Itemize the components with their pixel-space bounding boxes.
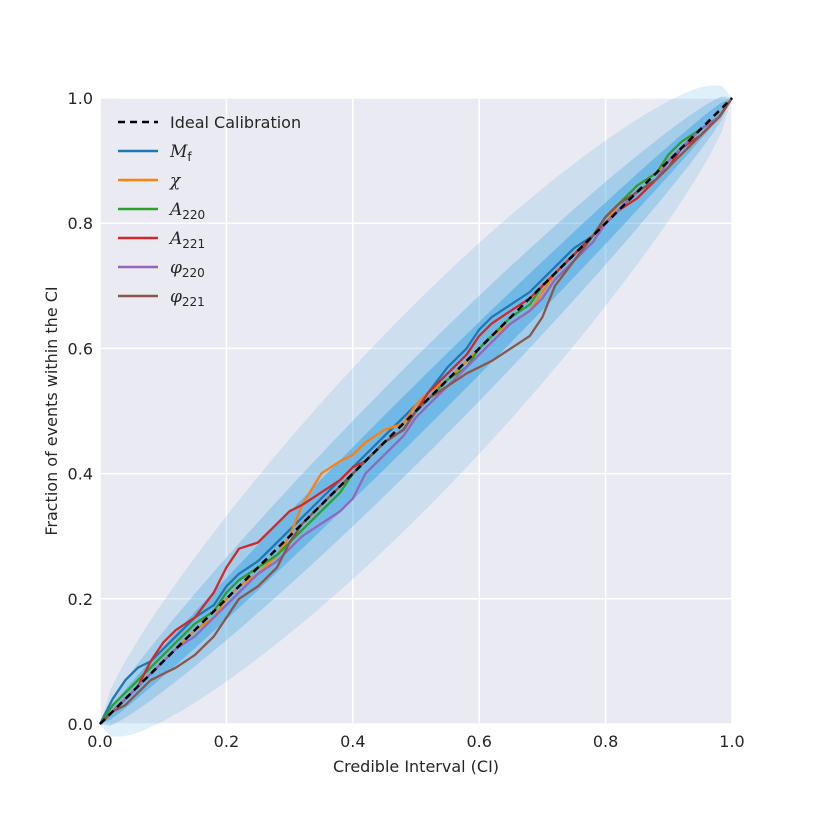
x-tick-label-2: 0.4 [340,732,365,751]
x-tick-label-4: 0.8 [593,732,618,751]
grid [99,97,733,725]
legend-label-1: χ [169,171,182,191]
legend-label-4: φ220 [170,258,205,280]
y-tick-label-1: 0.2 [68,590,93,609]
legend-label-ideal: Ideal Calibration [170,113,301,132]
legend-label-3: A221 [168,229,205,251]
y-axis-label: Fraction of events within the CI [42,286,61,535]
y-tick-label-0: 0.0 [68,715,93,734]
y-tick-label-3: 0.6 [68,339,93,358]
legend-label-0: Mf [169,142,192,164]
y-tick-label-2: 0.4 [68,465,93,484]
y-tick-label-4: 0.8 [68,214,93,233]
x-axis-label: Credible Interval (CI) [333,757,499,776]
x-tick-label-5: 1.0 [719,732,744,751]
legend: Ideal Calibration Mf χ A220 A221 φ220 φ221 [118,113,301,309]
x-tick-label-0: 0.0 [87,732,112,751]
x-tick-label-3: 0.6 [466,732,491,751]
ideal-calibration-line [99,97,733,725]
tick-labels: 0.0 0.2 0.4 0.6 0.8 1.0 0.0 0.2 0.4 0.6 0.8 1.0 [68,89,745,751]
legend-label-5: φ221 [170,287,205,309]
series-line-5 [99,97,733,725]
legend-label-2: A220 [168,200,205,222]
ideal-line [99,97,733,725]
y-tick-label-5: 1.0 [68,89,93,108]
x-tick-label-1: 0.2 [214,732,239,751]
